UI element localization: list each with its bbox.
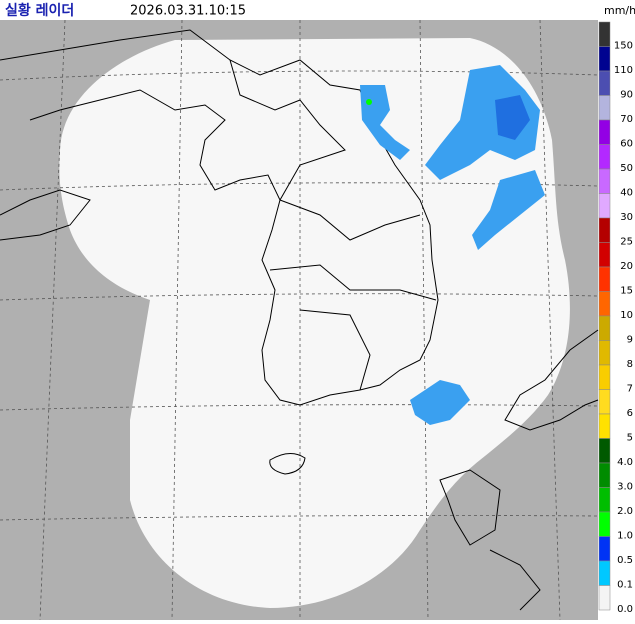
rain-area [495, 95, 530, 140]
radar-coverage [59, 38, 570, 608]
legend-swatch [598, 193, 611, 219]
legend-swatch [598, 291, 611, 317]
legend-swatch [598, 364, 611, 390]
legend-label: 9 [627, 335, 633, 346]
map [0, 19, 599, 621]
legend-swatch [598, 438, 611, 464]
legend-swatch [598, 487, 611, 513]
legend-swatch [598, 266, 611, 292]
legend-label: 1.0 [617, 531, 633, 542]
legend-swatch [598, 413, 611, 439]
legend-label: 70 [620, 114, 633, 125]
legend-label: 40 [620, 188, 633, 199]
title: 실황 레이더 [5, 2, 74, 19]
legend-swatch [598, 536, 611, 562]
legend-swatch [598, 46, 611, 72]
legend-label: 20 [620, 261, 633, 272]
legend-label: 0.0 [617, 604, 633, 615]
legend-swatch [598, 144, 611, 170]
legend: 150 110 90 70 60 50 40 30 25 20 15 10 9 8 7 6 5 4.0 3.0 2.0… [598, 21, 633, 615]
legend-label: 3.0 [617, 482, 633, 493]
legend-label: 50 [620, 163, 633, 174]
legend-label: 4.0 [617, 457, 633, 468]
legend-label: 5 [627, 433, 633, 444]
grid [0, 19, 599, 621]
legend-label: 60 [620, 139, 633, 150]
legend-label: 30 [620, 212, 633, 223]
legend-label: 0.1 [617, 580, 633, 591]
precipitation [360, 65, 545, 425]
unit: mm/h [604, 4, 635, 17]
legend-label: 10 [620, 310, 633, 321]
rain-area [425, 65, 540, 180]
legend-swatch [598, 462, 611, 488]
legend-label: 7 [627, 384, 633, 395]
legend-swatch [598, 585, 611, 611]
legend-swatch [598, 119, 611, 145]
timestamp: 2026.03.31.10:15 [130, 4, 246, 19]
rain-area [360, 85, 410, 160]
legend-label: 15 [620, 286, 633, 297]
legend-swatch [598, 389, 611, 415]
coastlines [0, 29, 599, 611]
legend-label: 6 [627, 408, 633, 419]
legend-label: 25 [620, 237, 633, 248]
legend-label: 150 [614, 41, 633, 52]
legend-swatch [598, 315, 611, 341]
legend-label: 90 [620, 90, 633, 101]
legend-swatch [598, 70, 611, 96]
legend-label: 110 [614, 65, 633, 76]
legend-label: 2.0 [617, 506, 633, 517]
legend-swatch [598, 340, 611, 366]
legend-label: 0.5 [617, 555, 633, 566]
legend-swatch [598, 560, 611, 586]
legend-swatch [598, 21, 611, 47]
legend-swatch [598, 217, 611, 243]
rain-area [410, 380, 470, 425]
rain-area [472, 170, 545, 250]
legend-label: 8 [627, 359, 633, 370]
legend-swatch [598, 95, 611, 121]
rain-cell [366, 99, 372, 105]
legend-swatch [598, 242, 611, 268]
legend-swatch [598, 511, 611, 537]
legend-swatch [598, 168, 611, 194]
